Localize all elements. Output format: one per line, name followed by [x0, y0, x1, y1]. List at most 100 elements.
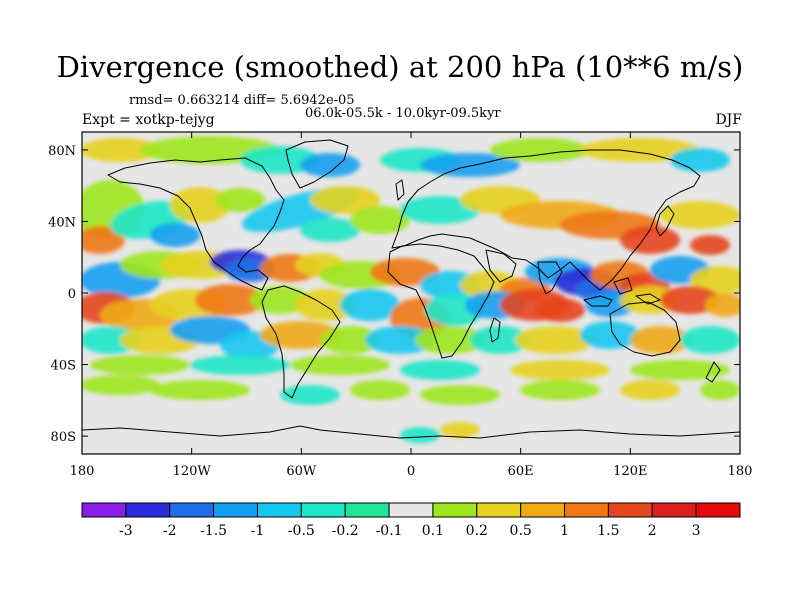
- anomaly-blob: [190, 355, 290, 375]
- stats-label: rmsd= 0.663214 diff= 5.6942e-05: [129, 93, 355, 108]
- anomaly-blob: [215, 188, 265, 212]
- coastline-north-america: [107, 157, 285, 291]
- colorbar-box: [476, 502, 522, 518]
- lon-tick-label: 120E: [613, 464, 647, 479]
- anomaly-blob: [660, 201, 740, 229]
- anomaly-blob: [82, 226, 125, 254]
- coastline-india: [537, 261, 563, 295]
- anomaly-blob: [370, 258, 440, 286]
- anomaly-blob: [365, 326, 435, 354]
- anomaly-blob: [400, 360, 480, 380]
- anomaly-blob: [290, 355, 390, 375]
- anomaly-blob: [340, 289, 400, 321]
- colorbar-box: [81, 502, 127, 518]
- colorbar-label: 0.1: [422, 523, 444, 539]
- colorbar-label: -0.5: [288, 523, 315, 539]
- coastline-south-america: [261, 285, 341, 399]
- anomaly-blob: [420, 385, 500, 405]
- anomaly-blob: [680, 326, 740, 354]
- anomaly-blob: [520, 380, 600, 400]
- anomaly-blob: [240, 146, 320, 174]
- anomaly-blob: [690, 235, 730, 255]
- anomaly-blob: [170, 187, 230, 223]
- anomaly-blob: [82, 375, 160, 395]
- colorbar-label: 1.5: [597, 523, 619, 539]
- anomaly-blob: [82, 138, 160, 162]
- anomaly-blob: [250, 286, 310, 314]
- colorbar-label: -3: [119, 523, 133, 539]
- coastline-japan: [655, 205, 675, 237]
- colorbar-box: [695, 502, 741, 518]
- anomaly-blob: [400, 196, 480, 224]
- anomaly-blob: [660, 286, 720, 314]
- colorbar-label: -0.1: [376, 523, 403, 539]
- anomaly-blob: [350, 206, 410, 234]
- coastline-uk: [395, 179, 405, 201]
- coastline-greenland: [285, 139, 349, 189]
- colorbar-box: [300, 502, 346, 518]
- anomaly-blob: [420, 153, 520, 177]
- colorbar-box: [344, 502, 390, 518]
- colorbar-label: -2: [163, 523, 177, 539]
- anomaly-blob: [150, 380, 250, 400]
- axis-ticks: 80N 40N 0 40S 80S 180 120W 60W 0 60E 120E 180: [48, 132, 752, 479]
- lat-tick-label: 80N: [48, 144, 76, 159]
- anomaly-blob: [350, 380, 410, 400]
- coastline-new-zealand: [705, 361, 721, 383]
- lon-tick-label: 60W: [286, 464, 317, 479]
- colorbar-box: [564, 502, 609, 518]
- colorbar-box: [388, 502, 434, 518]
- lat-tick-label: 40N: [48, 215, 76, 230]
- colorbar-label: 0.2: [466, 523, 488, 539]
- anomaly-blob: [690, 266, 740, 294]
- anomaly-blob: [535, 298, 585, 322]
- anomaly-blob: [490, 138, 590, 162]
- anomaly-blob: [705, 293, 740, 317]
- coastlines: [82, 139, 740, 439]
- colorbar-box: [213, 502, 258, 518]
- colorbar-box: [520, 502, 566, 518]
- anomaly-blob: [620, 226, 680, 254]
- colorbar-box: [432, 502, 478, 518]
- colorbar-label: 0.5: [510, 523, 532, 539]
- anomaly-blob: [90, 355, 190, 375]
- experiment-label: Expt = xotkp-tejyg: [82, 112, 215, 128]
- anomaly-blob: [470, 326, 530, 354]
- anomaly-blob: [440, 422, 480, 438]
- colorbar-box: [256, 502, 302, 518]
- anomaly-blob: [150, 223, 200, 247]
- anomaly-blob: [510, 360, 610, 380]
- anomaly-blob: [400, 427, 440, 443]
- coastline-africa: [387, 243, 495, 359]
- colorbar-label: 3: [692, 523, 701, 539]
- anomaly-blob: [580, 321, 640, 349]
- coastline-antarctica: [82, 425, 740, 439]
- colorbar-label: 1: [560, 523, 569, 539]
- period-label: 06.0k-05.5k - 10.0kyr-09.5kyr: [305, 106, 501, 121]
- season-label: DJF: [715, 112, 742, 128]
- colorbar-label: 2: [648, 523, 657, 539]
- anomaly-blob: [620, 380, 680, 400]
- lon-tick-label: 180: [70, 464, 95, 479]
- anomaly-blob: [580, 138, 700, 162]
- colorbar-label: -1.5: [200, 523, 227, 539]
- coastline-indonesia: [583, 277, 661, 307]
- anomaly-blob: [195, 284, 265, 316]
- colorbar-label: -1: [251, 523, 265, 539]
- colorbar-box: [125, 502, 171, 518]
- anomaly-blob: [310, 186, 380, 214]
- lat-tick-label: 40S: [51, 359, 76, 374]
- anomaly-blob: [630, 326, 690, 354]
- colorbar-box: [607, 502, 653, 518]
- chart-title: Divergence (smoothed) at 200 hPa (10**6 …: [56, 50, 744, 84]
- divergence-field: [82, 136, 740, 443]
- anomaly-blob: [300, 153, 360, 177]
- anomaly-blob: [515, 326, 595, 354]
- anomaly-blob: [630, 360, 730, 380]
- lon-tick-label: 120W: [173, 464, 212, 479]
- anomaly-blob: [260, 321, 340, 349]
- lon-tick-label: 180: [728, 464, 753, 479]
- coastline-eurasia: [391, 149, 701, 291]
